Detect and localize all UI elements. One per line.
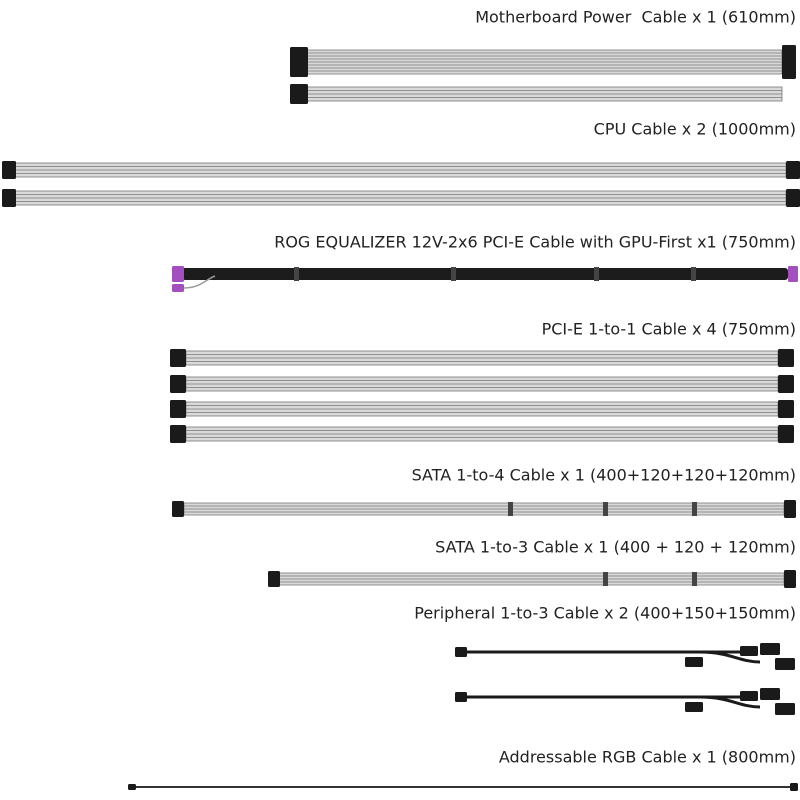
connector [685,702,703,712]
connector [786,189,800,207]
cable [699,695,761,709]
connector [290,47,308,77]
connector [2,161,16,179]
connector [778,400,794,418]
connector [786,161,800,179]
connector [170,425,186,443]
cable [699,650,761,664]
connector [685,657,703,667]
connector [172,284,184,292]
cable-comb [294,267,299,281]
connector [172,501,184,517]
connector [128,784,136,790]
connector [775,703,795,715]
cable-label: ROG EQUALIZER 12V-2x6 PCI-E Cable with G… [274,233,796,252]
connector [268,571,280,587]
connector [290,84,308,104]
cable-comb [692,502,697,516]
connector [778,425,794,443]
cable-comb [691,267,696,281]
sense-wire [183,275,216,289]
connector [455,692,467,702]
cable-comb [451,267,456,281]
cable-label: SATA 1-to-4 Cable x 1 (400+120+120+120mm… [412,466,796,485]
cable-label: SATA 1-to-3 Cable x 1 (400 + 120 + 120mm… [435,538,796,557]
cable-comb [508,502,513,516]
connector [778,375,794,393]
connector [740,646,758,656]
cable-label: CPU Cable x 2 (1000mm) [594,120,796,139]
connector [788,266,798,282]
connector [2,189,16,207]
connector [775,658,795,670]
cable-label: Peripheral 1-to-3 Cable x 2 (400+150+150… [414,604,796,623]
connector [784,500,796,518]
cable-comb [692,572,697,586]
connector [170,400,186,418]
cable-label: Motherboard Power Cable x 1 (610mm) [475,8,796,27]
connector [784,570,796,588]
connector [790,783,798,791]
cable-comb [603,502,608,516]
cable-label: PCI-E 1-to-1 Cable x 4 (750mm) [542,320,796,339]
cable-comb [603,572,608,586]
cable-label: Addressable RGB Cable x 1 (800mm) [499,748,796,767]
cable [182,268,788,280]
connector [170,349,186,367]
connector [455,647,467,657]
connector [782,45,796,79]
connector [760,688,780,700]
connector [778,349,794,367]
connector [760,643,780,655]
connector [740,691,758,701]
connector [172,266,184,282]
cable-comb [594,267,599,281]
connector [170,375,186,393]
